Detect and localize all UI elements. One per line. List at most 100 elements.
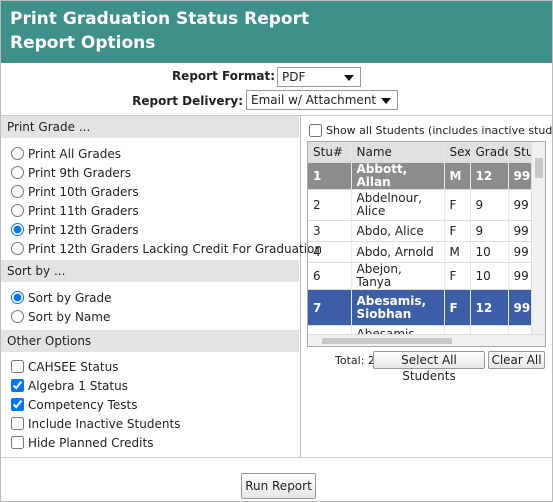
cell: M [444,162,471,190]
option-label: Hide Planned Credits [28,435,154,450]
option[interactable]: Sort by Name [9,307,110,326]
label: Show all Students (includes inactive stu… [326,124,553,137]
horizontal-scrollbar[interactable] [308,334,545,346]
option[interactable]: Hide Planned Credits [9,433,153,452]
option-label: Include Inactive Students [28,416,181,431]
total: Total: 2 [335,354,375,367]
radio[interactable] [11,223,24,236]
delivery-label: Report Delivery: [132,94,243,108]
radio[interactable] [11,147,24,160]
option[interactable]: Print 12th Graders [9,220,139,239]
cell: Abesamis, Siobhan [351,289,445,326]
radio[interactable] [11,242,24,255]
delivery-select[interactable]: Email w/ Attachment [246,90,398,110]
cell: 99 [508,241,534,263]
option[interactable]: Print 11th Graders [9,201,139,220]
column-header[interactable]: Sex [444,142,471,163]
option[interactable]: Print All Grades [9,144,121,163]
cell: 2 [308,189,352,221]
cell: 99 [508,189,534,221]
column-header[interactable]: Grade [470,142,509,163]
option[interactable]: Print 12th Graders Lacking Credit For Gr… [9,239,322,258]
student-row[interactable]: 3 Abdo, Alice F 9 99 [308,220,534,242]
subtitle: Report Options [10,33,156,53]
option[interactable]: Print 10th Graders [9,182,139,201]
checkbox[interactable] [11,417,24,430]
cell: 9 [470,189,509,221]
option-label: Competency Tests [28,397,138,412]
header: Print Graduation Status Report Report Op… [1,1,552,63]
radio[interactable] [11,166,24,179]
cell: F [444,262,471,290]
checkbox[interactable] [11,379,24,392]
divider [1,457,552,458]
option-label: Sort by Name [28,309,111,324]
header-row: Stu#NameSexGradeStul [308,142,534,163]
student-row[interactable]: 2 Abdelnour, Alice F 9 99 [308,189,534,221]
cell: Abdo, Alice [351,220,445,242]
cell: 10 [470,262,509,290]
scroll-thumb[interactable] [322,338,452,344]
cell: 12 [470,162,509,190]
cell: 3 [308,220,352,242]
radio[interactable] [11,310,24,323]
cell: 99 [508,162,534,190]
cell: F [444,189,471,221]
option-label: Print 12th Graders Lacking Credit For Gr… [28,241,322,256]
option[interactable]: Competency Tests [9,395,138,414]
checkbox[interactable] [11,436,24,449]
run-report-button[interactable]: Run Report [241,473,316,499]
cell: F [444,220,471,242]
cell: 12 [470,289,509,326]
section-header: Other Options [1,330,299,352]
cell: 99 [508,289,534,326]
cell: F [444,289,471,326]
title: Print Graduation Status Report [10,9,310,29]
option[interactable]: Algebra 1 Status [9,376,128,395]
scroll-thumb[interactable] [535,158,543,178]
section-header: Print Grade ... [1,116,299,138]
options-panel: Print Grade ... Print All Grades Print 9th… [1,1,322,501]
cell: 4 [308,241,352,263]
checkbox[interactable] [309,124,322,137]
column-header[interactable]: Stu# [308,142,352,163]
show-all-option[interactable]: Show all Students (includes inactive stu… [307,121,553,140]
cell: Abbott, Allan [351,162,445,190]
cell: 6 [308,262,352,290]
student-row[interactable]: 4 Abdo, Arnold M 10 99 [308,241,534,263]
format-select[interactable]: PDF [277,67,361,87]
section-header: Sort by ... [1,260,299,282]
cell: 10 [470,241,509,263]
radio[interactable] [11,185,24,198]
select-all-button[interactable]: Select All Students [373,351,485,383]
cell: 9 [470,220,509,242]
radio[interactable] [11,204,24,217]
column-header[interactable]: Name [351,142,445,163]
vertical-scrollbar[interactable] [531,142,545,334]
student-row[interactable]: 1 Abbott, Allan M 12 99 [308,162,534,190]
option-label: Print 10th Graders [28,184,139,199]
option-label: Print 11th Graders [28,203,139,218]
option[interactable]: Sort by Grade [9,288,112,307]
student-row[interactable]: 7 Abesamis, Siobhan F 12 99 [308,289,534,326]
cell: 99 [508,262,534,290]
option[interactable]: Include Inactive Students [9,414,180,433]
checkbox[interactable] [11,398,24,411]
option[interactable]: CAHSEE Status [9,357,118,376]
radio[interactable] [11,291,24,304]
checkbox[interactable] [11,360,24,373]
clear-all-button[interactable]: Clear All [488,351,545,369]
option-label: Algebra 1 Status [28,378,128,393]
cell: 99 [508,220,534,242]
student-row[interactable]: 6 Abejon, Tanya F 10 99 [308,262,534,290]
cell: Abejon, Tanya [351,262,445,290]
format-label: Report Format: [171,69,275,83]
option[interactable]: Print 9th Graders [9,163,131,182]
cell: Abdelnour, Alice [351,189,445,221]
cell: 1 [308,162,352,190]
column-header[interactable]: Stul [508,142,534,163]
cell: M [444,241,471,263]
